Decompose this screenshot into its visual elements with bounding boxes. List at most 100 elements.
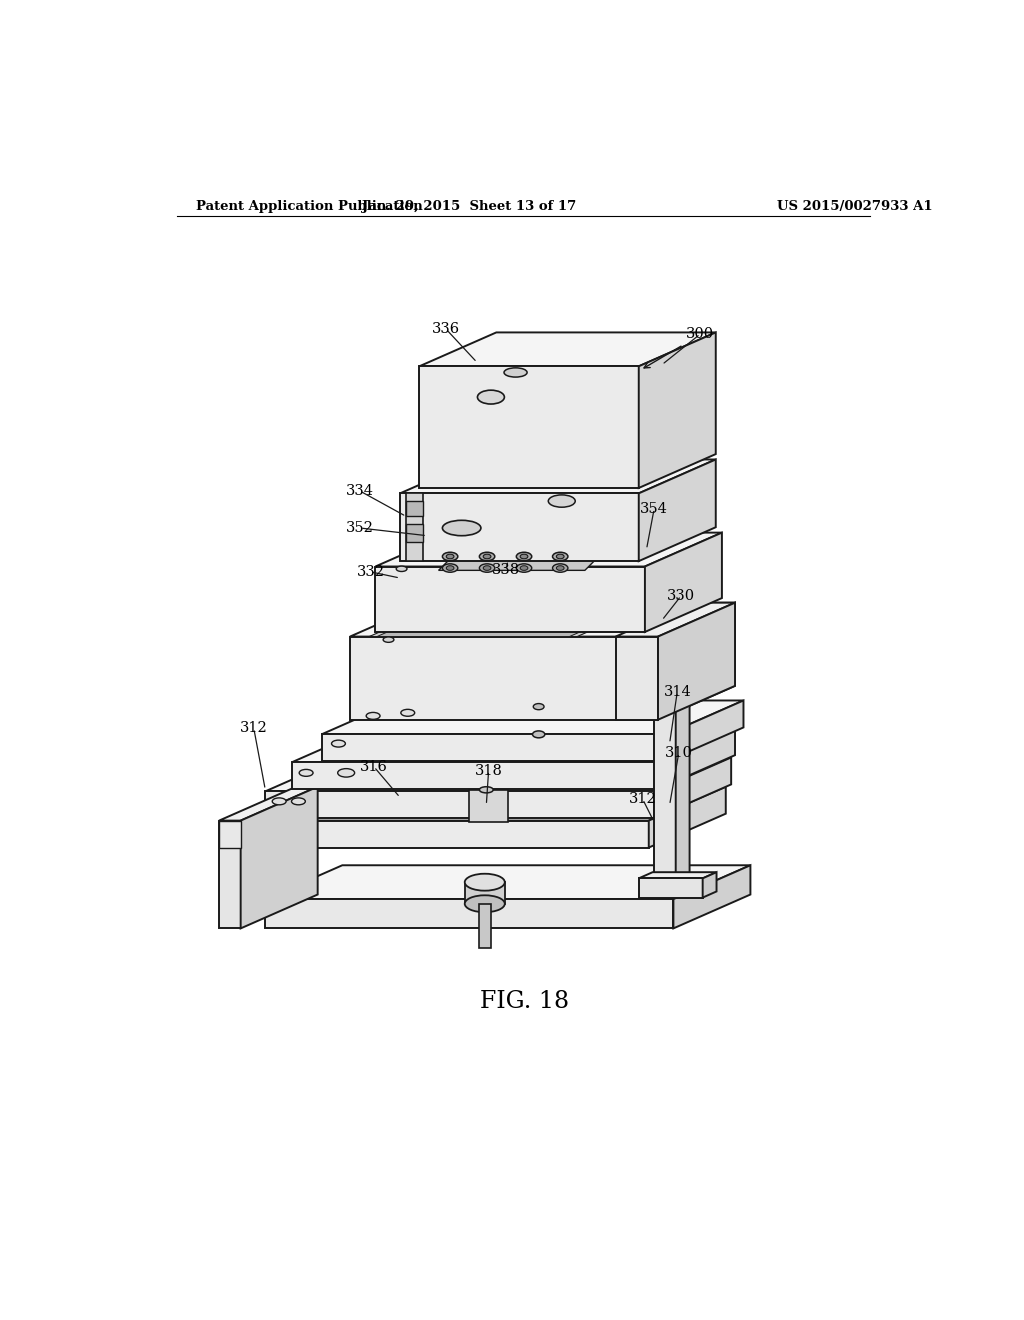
Ellipse shape xyxy=(442,564,458,573)
Ellipse shape xyxy=(383,638,394,643)
Text: 330: 330 xyxy=(667,589,695,603)
Polygon shape xyxy=(674,866,751,928)
Polygon shape xyxy=(350,636,658,719)
Ellipse shape xyxy=(516,564,531,573)
Text: 312: 312 xyxy=(240,721,267,735)
Polygon shape xyxy=(265,866,751,899)
Polygon shape xyxy=(322,701,743,734)
Text: 352: 352 xyxy=(346,521,374,535)
Polygon shape xyxy=(654,682,676,898)
Polygon shape xyxy=(265,792,654,818)
Text: US 2015/0027933 A1: US 2015/0027933 A1 xyxy=(777,199,933,213)
Polygon shape xyxy=(676,676,689,898)
Ellipse shape xyxy=(465,895,505,912)
Polygon shape xyxy=(292,762,658,789)
Polygon shape xyxy=(219,787,317,821)
Text: 300: 300 xyxy=(686,327,715,341)
Ellipse shape xyxy=(479,787,494,793)
Polygon shape xyxy=(376,533,722,566)
Polygon shape xyxy=(407,502,423,516)
Polygon shape xyxy=(241,787,317,928)
Text: 336: 336 xyxy=(432,322,461,337)
Text: 310: 310 xyxy=(665,746,693,760)
Text: 332: 332 xyxy=(356,565,385,579)
Polygon shape xyxy=(376,566,645,632)
Text: 354: 354 xyxy=(640,502,668,516)
Polygon shape xyxy=(377,619,608,636)
Text: 312: 312 xyxy=(629,792,656,807)
Ellipse shape xyxy=(338,768,354,777)
Ellipse shape xyxy=(367,713,380,719)
Ellipse shape xyxy=(442,552,458,561)
Polygon shape xyxy=(400,494,639,561)
Polygon shape xyxy=(639,333,716,488)
Ellipse shape xyxy=(520,554,528,558)
Polygon shape xyxy=(649,787,726,847)
Ellipse shape xyxy=(520,566,528,570)
Ellipse shape xyxy=(534,704,544,710)
Polygon shape xyxy=(615,636,658,719)
Polygon shape xyxy=(322,734,667,762)
Ellipse shape xyxy=(442,520,481,536)
Text: Jan. 29, 2015  Sheet 13 of 17: Jan. 29, 2015 Sheet 13 of 17 xyxy=(362,199,577,213)
Ellipse shape xyxy=(272,797,286,805)
Polygon shape xyxy=(639,873,717,878)
Ellipse shape xyxy=(477,391,505,404)
Text: 334: 334 xyxy=(346,484,374,498)
Ellipse shape xyxy=(553,564,568,573)
Polygon shape xyxy=(478,904,490,948)
Ellipse shape xyxy=(556,566,564,570)
Polygon shape xyxy=(639,878,702,898)
Polygon shape xyxy=(658,603,735,719)
Polygon shape xyxy=(654,676,689,682)
Text: 318: 318 xyxy=(475,763,503,777)
Ellipse shape xyxy=(479,564,495,573)
Text: 338: 338 xyxy=(493,564,520,577)
Ellipse shape xyxy=(548,495,575,507)
Polygon shape xyxy=(654,758,731,818)
Polygon shape xyxy=(219,821,241,928)
Polygon shape xyxy=(241,821,649,847)
Polygon shape xyxy=(370,603,654,636)
Ellipse shape xyxy=(465,874,505,891)
Polygon shape xyxy=(438,543,602,558)
Ellipse shape xyxy=(479,552,495,561)
Polygon shape xyxy=(702,873,717,898)
Ellipse shape xyxy=(332,741,345,747)
Polygon shape xyxy=(438,553,602,570)
Ellipse shape xyxy=(504,368,527,378)
Polygon shape xyxy=(658,603,735,719)
Ellipse shape xyxy=(292,797,305,805)
Polygon shape xyxy=(465,882,505,904)
Polygon shape xyxy=(400,459,716,494)
Polygon shape xyxy=(241,787,726,821)
Polygon shape xyxy=(419,333,716,367)
Polygon shape xyxy=(407,494,423,561)
Text: 314: 314 xyxy=(664,685,691,700)
Polygon shape xyxy=(350,603,735,636)
Polygon shape xyxy=(469,789,508,822)
Polygon shape xyxy=(219,821,241,847)
Polygon shape xyxy=(265,758,731,792)
Ellipse shape xyxy=(483,554,490,558)
Ellipse shape xyxy=(483,566,490,570)
Ellipse shape xyxy=(556,554,564,558)
Polygon shape xyxy=(667,701,743,762)
Text: 316: 316 xyxy=(360,760,388,774)
Text: Patent Application Publication: Patent Application Publication xyxy=(196,199,423,213)
Polygon shape xyxy=(645,533,722,632)
Polygon shape xyxy=(407,524,423,543)
Polygon shape xyxy=(265,899,674,928)
Polygon shape xyxy=(639,459,716,561)
Text: FIG. 18: FIG. 18 xyxy=(480,990,569,1012)
Ellipse shape xyxy=(396,566,407,572)
Polygon shape xyxy=(419,367,639,488)
Polygon shape xyxy=(615,603,735,636)
Polygon shape xyxy=(658,729,735,789)
Ellipse shape xyxy=(553,552,568,561)
Ellipse shape xyxy=(299,770,313,776)
Polygon shape xyxy=(292,729,735,762)
Ellipse shape xyxy=(516,552,531,561)
Ellipse shape xyxy=(532,731,545,738)
Ellipse shape xyxy=(446,554,454,558)
